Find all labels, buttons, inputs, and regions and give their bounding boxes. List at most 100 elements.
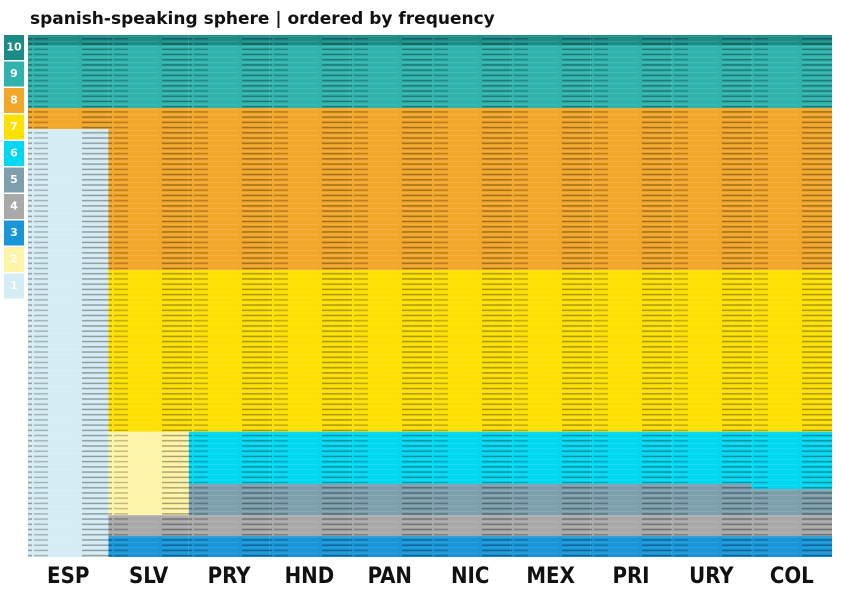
column-label: PRY xyxy=(208,564,252,589)
legend-swatch xyxy=(4,194,24,219)
entry-texture xyxy=(269,536,350,557)
entry-texture xyxy=(751,515,832,537)
entry-texture xyxy=(349,45,430,109)
entry-texture xyxy=(430,45,511,109)
entry-texture xyxy=(108,35,189,46)
column-label: NIC xyxy=(451,564,489,589)
entry-texture xyxy=(108,536,189,557)
entry-texture xyxy=(510,108,591,270)
entry-texture xyxy=(108,45,189,109)
legend-swatch xyxy=(4,114,24,140)
entry-texture xyxy=(671,45,752,109)
entry-texture xyxy=(188,269,270,432)
legend: 10 9 8 7 6 5 4 3 2 1 xyxy=(4,35,24,299)
entry-texture xyxy=(590,108,672,270)
entry-texture xyxy=(751,45,832,109)
entry-texture xyxy=(671,515,752,537)
legend-swatch xyxy=(4,35,24,60)
entry-texture xyxy=(590,269,672,432)
entry-texture xyxy=(108,431,189,516)
entry-texture xyxy=(349,108,430,270)
entry-texture xyxy=(269,515,350,537)
entry-texture xyxy=(510,45,591,109)
legend-swatch xyxy=(4,247,24,272)
entry-texture xyxy=(188,108,270,270)
entry-texture xyxy=(671,536,752,557)
column-label: PAN xyxy=(368,564,412,589)
legend-label: 10 xyxy=(6,41,22,54)
legend-label: 4 xyxy=(10,200,18,213)
legend-swatch xyxy=(4,141,24,166)
legend-label: 3 xyxy=(10,226,18,239)
entry-texture xyxy=(751,269,832,432)
legend-label: 9 xyxy=(10,67,18,80)
entry-texture xyxy=(590,515,672,537)
entry-texture xyxy=(269,35,350,46)
entry-texture xyxy=(751,431,832,490)
entry-texture xyxy=(671,108,752,270)
entry-texture xyxy=(751,35,832,46)
entry-texture xyxy=(349,269,430,432)
column-label: URY xyxy=(689,564,734,589)
entry-texture xyxy=(430,35,511,46)
entry-texture xyxy=(510,483,591,516)
column-label: COL xyxy=(770,564,814,589)
column-label: ESP xyxy=(47,564,89,589)
legend-swatch xyxy=(4,61,24,87)
entry-texture xyxy=(590,35,672,46)
legend-label: 1 xyxy=(10,279,18,292)
entry-texture xyxy=(430,431,511,484)
entry-texture xyxy=(349,536,430,557)
entry-texture xyxy=(28,45,109,109)
entry-texture xyxy=(590,483,672,516)
entry-texture xyxy=(108,108,189,270)
legend-swatch xyxy=(4,273,24,299)
legend-label: 8 xyxy=(10,94,18,107)
entry-texture xyxy=(188,515,270,537)
column-label: HND xyxy=(285,564,335,589)
column-label: MEX xyxy=(526,564,575,589)
entry-texture xyxy=(28,35,109,46)
entry-texture xyxy=(751,108,832,270)
entry-texture xyxy=(510,536,591,557)
legend-label: 7 xyxy=(10,120,18,133)
entry-texture xyxy=(188,483,270,516)
entry-texture xyxy=(349,431,430,484)
entry-texture xyxy=(430,108,511,270)
entry-texture xyxy=(269,108,350,270)
entry-texture xyxy=(108,515,189,537)
entry-texture xyxy=(430,269,511,432)
frequency-grid xyxy=(28,35,832,557)
entry-texture xyxy=(510,269,591,432)
legend-swatch xyxy=(4,220,24,246)
entry-texture xyxy=(510,35,591,46)
entry-texture xyxy=(349,515,430,537)
title: spanish-speaking sphere | ordered by fre… xyxy=(30,9,495,29)
entry-texture xyxy=(269,269,350,432)
legend-label: 5 xyxy=(10,173,18,186)
entry-texture xyxy=(590,536,672,557)
legend-label: 6 xyxy=(10,147,18,160)
entry-texture xyxy=(269,483,350,516)
entry-texture xyxy=(671,35,752,46)
legend-swatch xyxy=(4,88,24,113)
entry-texture xyxy=(671,431,752,484)
entry-texture xyxy=(269,45,350,109)
entry-texture xyxy=(269,431,350,484)
entry-texture xyxy=(430,515,511,537)
entry-texture xyxy=(751,489,832,516)
entry-texture xyxy=(188,45,270,109)
column-label: PRI xyxy=(612,564,649,589)
legend-swatch xyxy=(4,167,24,193)
entry-texture xyxy=(671,483,752,516)
entry-texture xyxy=(108,269,189,432)
entry-texture xyxy=(590,45,672,109)
column-labels: ESP SLV PRY HND PAN NIC MEX PRI URY COL xyxy=(47,564,814,589)
column-label: SLV xyxy=(129,564,169,589)
entry-texture xyxy=(671,269,752,432)
entry-texture xyxy=(349,483,430,516)
entry-texture xyxy=(349,35,430,46)
entry-texture xyxy=(188,536,270,557)
entry-texture xyxy=(28,128,109,557)
